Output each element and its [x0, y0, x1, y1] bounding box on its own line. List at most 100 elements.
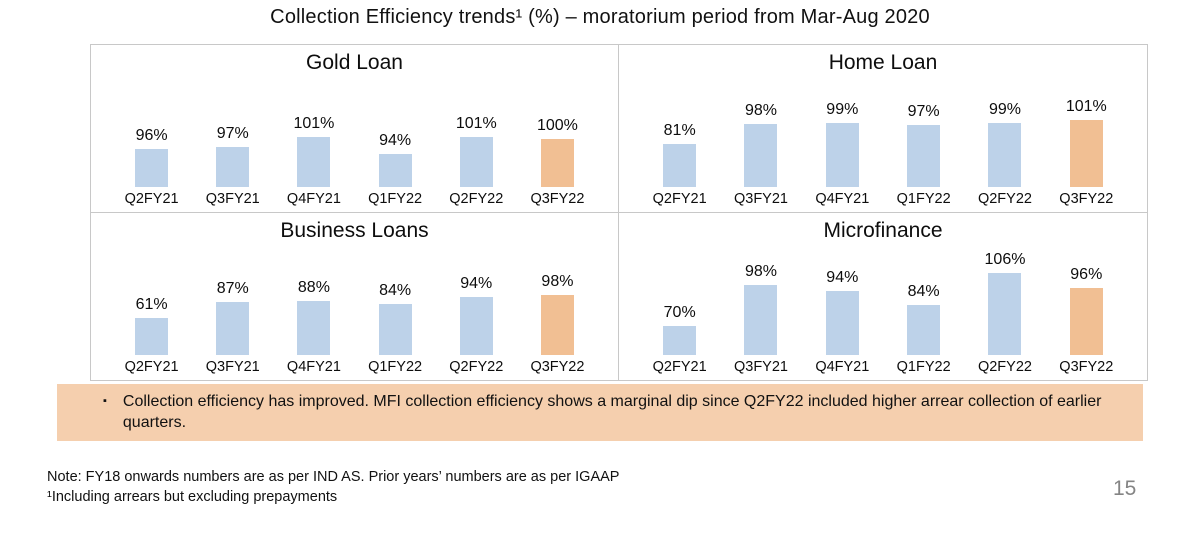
- data-label: 98%: [744, 263, 777, 280]
- bar-column: 84% Q1FY22: [883, 283, 964, 375]
- footer-note-line2: ¹Including arrears but excluding prepaym…: [47, 489, 338, 505]
- data-label: 88%: [297, 279, 330, 296]
- bar: [540, 295, 574, 355]
- data-label: 100%: [536, 116, 578, 134]
- bar: [540, 138, 574, 187]
- bar: [988, 122, 1022, 187]
- data-label: 94%: [460, 275, 493, 292]
- bar: [378, 304, 412, 355]
- bar-column: 99% Q2FY22: [964, 101, 1045, 207]
- data-label: 81%: [663, 121, 696, 139]
- note-text: Collection efficiency has improved. MFI …: [122, 393, 1102, 431]
- charts-grid: Gold Loan 96% Q2FY21 97% Q3FY21 101% Q4FY21 94%…: [90, 44, 1148, 381]
- bar-column: 101% Q2FY22: [436, 115, 517, 207]
- bar: [1069, 119, 1103, 187]
- bar: [297, 301, 331, 355]
- bar-column: 98% Q3FY21: [720, 263, 801, 375]
- plot-area: 96% Q2FY21 97% Q3FY21 101% Q4FY21 94% Q1FY22 101…: [97, 76, 612, 207]
- category-label: Q3FY22: [1059, 359, 1114, 375]
- bar-column: 88% Q4FY21: [273, 279, 354, 375]
- category-label: Q1FY22: [368, 190, 423, 207]
- category-label: Q3FY21: [205, 359, 260, 375]
- category-label: Q1FY22: [896, 190, 951, 207]
- plot-area: 70% Q2FY21 98% Q3FY21 94% Q4FY21 84% Q1FY22 106%…: [625, 244, 1141, 375]
- data-label: 96%: [1070, 266, 1103, 283]
- data-label: 84%: [907, 283, 940, 300]
- data-label: 96%: [135, 126, 168, 144]
- bar: [135, 318, 169, 355]
- data-label: 106%: [984, 251, 1026, 268]
- chart-title: Microfinance: [823, 218, 943, 242]
- chart-title: Business Loans: [280, 218, 429, 242]
- bar: [378, 153, 412, 187]
- data-label: 99%: [988, 100, 1021, 118]
- category-label: Q2FY21: [124, 359, 179, 375]
- slide-title: Collection Efficiency trends¹ (%) – mora…: [270, 6, 930, 28]
- bar-column: 94% Q2FY22: [436, 275, 517, 375]
- data-label: 98%: [541, 273, 574, 290]
- footer-notes: Note: FY18 onwards numbers are as per IN…: [47, 467, 619, 507]
- category-label: Q3FY21: [205, 190, 260, 207]
- chart-panel-business-loans: Business Loans 61% Q2FY21 87% Q3FY21 88% Q4FY2…: [91, 212, 619, 380]
- bar: [459, 136, 493, 187]
- data-label: 70%: [663, 304, 696, 321]
- data-label: 84%: [379, 282, 412, 299]
- page-number: 15: [1113, 477, 1137, 500]
- bar-column: 98% Q3FY21: [720, 102, 801, 207]
- data-label: 101%: [1065, 97, 1107, 115]
- category-label: Q4FY21: [286, 359, 341, 375]
- bar-column: 97% Q1FY22: [883, 103, 964, 207]
- bar-column: 106% Q2FY22: [964, 251, 1045, 375]
- footer-note-line1: Note: FY18 onwards numbers are as per IN…: [47, 469, 620, 485]
- callout-note-box: ▪ Collection efficiency has improved. MF…: [57, 384, 1143, 441]
- data-label: 98%: [744, 101, 777, 119]
- data-label: 99%: [826, 100, 859, 118]
- bar: [216, 302, 250, 355]
- bar-column: 100% Q3FY22: [517, 117, 598, 207]
- bar-column: 101% Q4FY21: [273, 115, 354, 207]
- data-label: 97%: [907, 102, 940, 120]
- data-label: 97%: [216, 124, 249, 142]
- bar-column: 94% Q4FY21: [802, 269, 883, 375]
- category-label: Q3FY22: [530, 190, 585, 207]
- category-label: Q2FY22: [449, 190, 504, 207]
- bar-column: 96% Q2FY21: [111, 127, 192, 207]
- chart-panel-gold-loan: Gold Loan 96% Q2FY21 97% Q3FY21 101% Q4FY21 94%…: [91, 45, 619, 213]
- category-label: Q3FY21: [733, 359, 788, 375]
- category-label: Q3FY22: [530, 359, 585, 375]
- category-label: Q2FY22: [977, 359, 1032, 375]
- bar-column: 98% Q3FY22: [517, 273, 598, 375]
- bar: [907, 305, 941, 355]
- bar: [825, 291, 859, 355]
- data-label: 87%: [216, 280, 249, 297]
- bar: [1069, 288, 1103, 355]
- bar-column: 99% Q4FY21: [802, 101, 883, 207]
- plot-area: 61% Q2FY21 87% Q3FY21 88% Q4FY21 84% Q1FY22 94% Q…: [97, 244, 612, 375]
- category-label: Q1FY22: [896, 359, 951, 375]
- category-label: Q3FY22: [1059, 190, 1114, 207]
- bar: [988, 273, 1022, 355]
- data-label: 101%: [293, 114, 335, 132]
- bar-column: 61% Q2FY21: [111, 296, 192, 375]
- data-label: 94%: [379, 131, 412, 149]
- category-label: Q2FY21: [124, 190, 179, 207]
- bar: [744, 285, 778, 355]
- bar-column: 87% Q3FY21: [192, 280, 273, 375]
- category-label: Q4FY21: [815, 359, 870, 375]
- bar-column: 101% Q3FY22: [1046, 98, 1127, 207]
- chart-title: Home Loan: [828, 51, 938, 74]
- bar: [297, 136, 331, 187]
- bar: [216, 146, 250, 187]
- category-label: Q1FY22: [368, 359, 423, 375]
- bullet-icon: ▪: [103, 395, 107, 407]
- bar: [663, 326, 697, 355]
- bar: [135, 148, 169, 187]
- bar-column: 70% Q2FY21: [639, 304, 720, 375]
- chart-panel-microfinance: Microfinance 70% Q2FY21 98% Q3FY21 94% Q4FY21 8…: [619, 213, 1147, 381]
- chart-title: Gold Loan: [306, 51, 403, 74]
- bar-column: 84% Q1FY22: [355, 282, 436, 375]
- bar: [825, 122, 859, 187]
- bar-column: 81% Q2FY21: [639, 122, 720, 207]
- bar: [663, 143, 697, 187]
- bar-column: 94% Q1FY22: [355, 132, 436, 207]
